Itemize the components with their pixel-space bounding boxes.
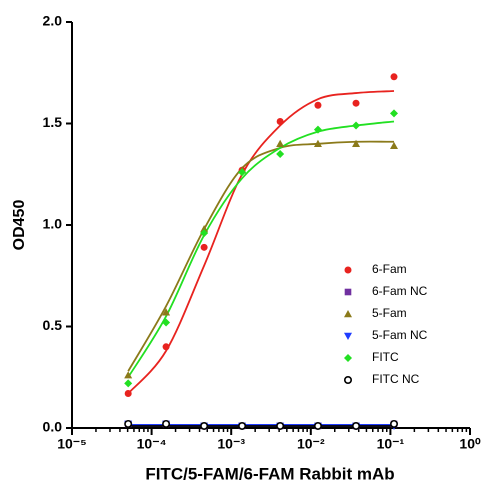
point [200,225,209,233]
legend-label: 6-Fam NC [372,284,428,298]
point [390,109,399,118]
point [238,168,247,177]
point [344,288,352,296]
point [343,375,352,384]
point [344,354,352,362]
x-tick-label: 10⁻⁴ [137,436,167,452]
y-tick-label: 1.0 [43,216,63,232]
legend-label: FITC [372,350,399,364]
legend-label: 6-Fam [372,262,407,276]
point [200,421,209,430]
x-tick-label: 10⁻⁵ [57,436,87,452]
point [313,421,322,430]
legend-label: 5-Fam NC [372,328,428,342]
point [352,99,360,107]
point [200,243,208,251]
point [276,149,285,158]
point [162,419,171,428]
point [124,379,133,388]
x-tick-label: 10⁻² [297,436,325,452]
point [124,389,132,397]
point [390,141,399,150]
y-axis-label: OD450 [11,200,28,251]
y-tick-label: 2.0 [43,13,63,29]
fit-curve [127,120,395,378]
x-tick-label: 10⁻³ [217,436,245,452]
y-tick-label: 0.0 [43,419,63,435]
point [390,419,399,428]
legend-label: 5-Fam [372,306,407,320]
point [162,318,171,327]
point [344,310,352,318]
point [344,266,352,274]
point [276,117,284,125]
point [314,101,322,109]
point [124,371,133,379]
x-axis-label: FITC/5-FAM/6-FAM Rabbit mAb [145,464,394,483]
point [344,332,352,340]
point [162,308,171,316]
point [238,421,247,430]
fit-curve [127,90,395,395]
legend-label: FITC NC [372,372,420,386]
y-tick-label: 1.5 [43,114,63,130]
point [313,139,322,147]
point [276,139,285,147]
x-tick-label: 10⁰ [459,436,481,452]
point [390,73,398,81]
point [352,121,361,130]
fit-curve [127,140,395,372]
y-tick-label: 0.5 [43,317,63,333]
point [200,229,209,238]
point [162,343,170,351]
x-tick-label: 10⁻¹ [377,436,405,452]
point [276,421,285,430]
point [124,419,133,428]
point [352,139,361,147]
point [352,421,361,430]
point [313,125,322,134]
